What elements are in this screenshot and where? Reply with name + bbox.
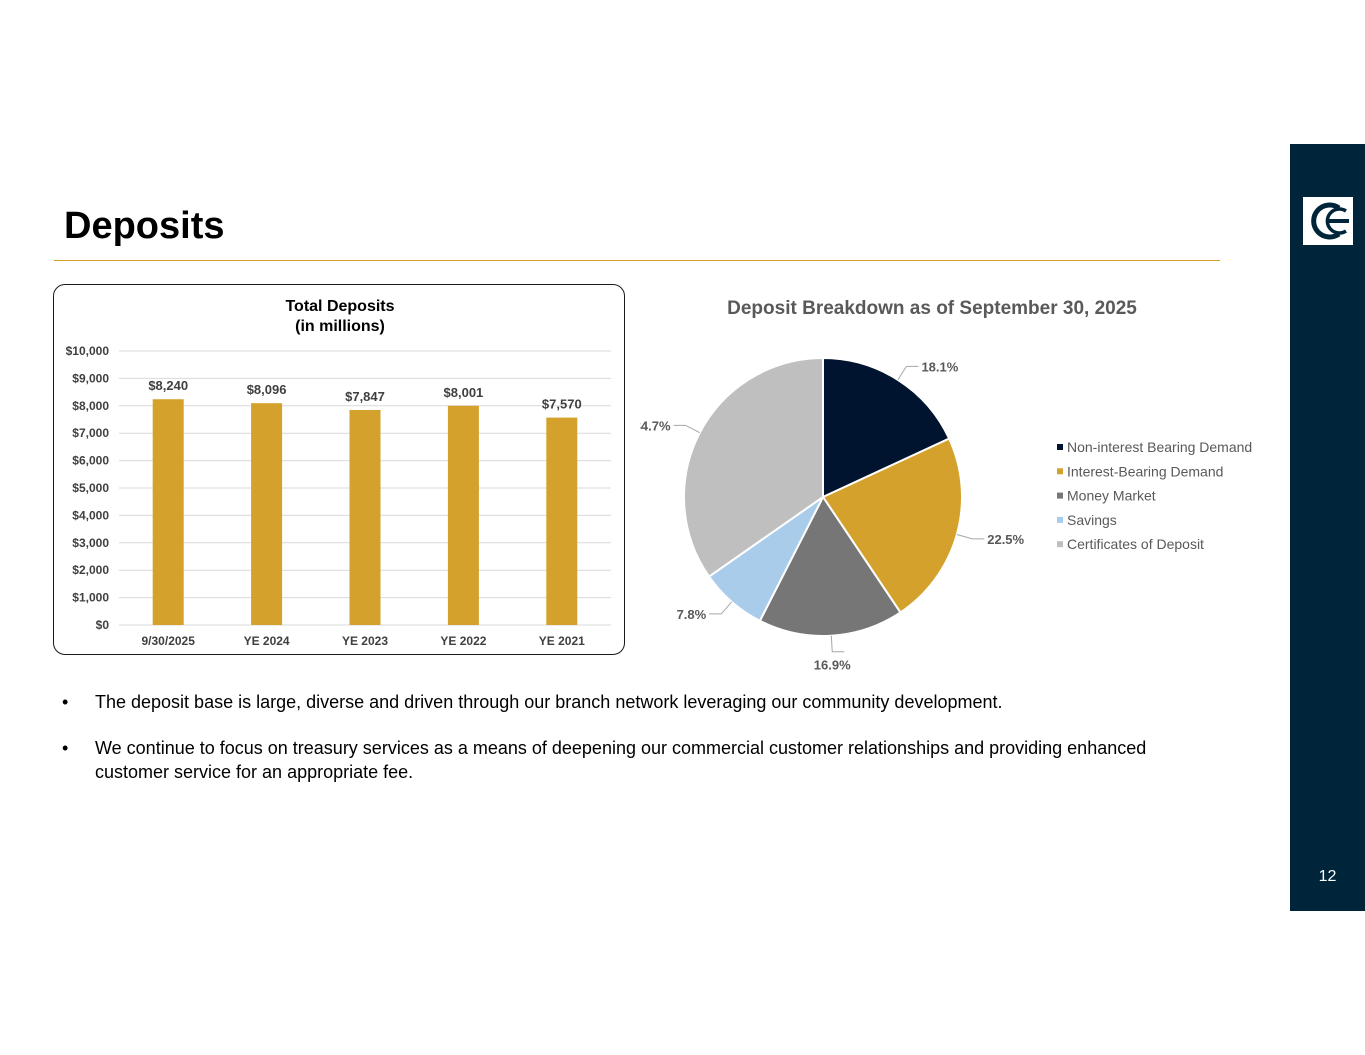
page-number: 12 — [1318, 868, 1337, 885]
title-divider — [54, 260, 1220, 261]
pie-slice — [821, 437, 963, 614]
brand-sidebar — [1290, 144, 1365, 911]
bullet-list: • The deposit base is large, diverse and … — [62, 690, 1212, 806]
legend-swatch — [1057, 444, 1063, 450]
bar-value-label: $7,847 — [345, 389, 385, 404]
bar-chart-title: Total Deposits — [285, 298, 394, 315]
company-logo-icon — [1303, 197, 1353, 245]
leader-line — [673, 424, 700, 434]
y-tick-label: $1,000 — [72, 591, 109, 605]
x-category-label: YE 2024 — [244, 634, 290, 648]
bar-value-label: $8,001 — [444, 385, 484, 400]
y-tick-label: $9,000 — [72, 371, 109, 385]
bullet-item: • The deposit base is large, diverse and … — [62, 692, 1003, 712]
pie-slice — [683, 356, 824, 578]
y-tick-label: $8,000 — [72, 399, 109, 413]
legend-swatch — [1057, 468, 1063, 475]
y-tick-label: $5,000 — [72, 481, 109, 495]
x-category-label: YE 2021 — [539, 634, 585, 648]
leader-line — [956, 534, 985, 540]
leader-line — [709, 601, 733, 615]
deposit-breakdown-chart: Deposit Breakdown as of September 30, 20… — [640, 298, 1252, 673]
y-tick-label: $0 — [96, 618, 110, 632]
total-deposits-chart-frame — [53, 284, 625, 655]
slide-title: Deposits — [64, 205, 225, 247]
legend-swatch — [1057, 541, 1063, 548]
bar — [152, 399, 184, 625]
legend-swatch — [1057, 516, 1063, 523]
pie-percent-label: 16.9% — [814, 658, 851, 673]
x-category-label: YE 2022 — [440, 634, 486, 648]
bullet-item: • We continue to focus on treasury servic… — [62, 738, 1147, 782]
legend-swatch — [1057, 492, 1063, 499]
bar-chart-subtitle: (in millions) — [295, 318, 385, 335]
pie-percent-label: 18.1% — [921, 359, 958, 374]
y-tick-label: $3,000 — [72, 536, 109, 550]
bullet-text: The deposit base is large, diverse and d… — [95, 692, 1003, 712]
legend-label: Savings — [1067, 512, 1117, 528]
bar — [546, 417, 578, 625]
pie-percent-label: 22.5% — [987, 532, 1024, 547]
pie-percent-label: 7.8% — [677, 607, 707, 622]
y-tick-label: $4,000 — [72, 508, 109, 522]
y-tick-label: $10,000 — [66, 344, 110, 358]
pie-chart-title: Deposit Breakdown as of September 30, 20… — [727, 298, 1137, 319]
leader-line — [897, 365, 919, 381]
legend-label: Money Market — [1067, 488, 1156, 504]
bullet-text: We continue to focus on treasury service… — [95, 738, 1147, 782]
pie-slice — [822, 356, 951, 499]
legend-label: Certificates of Deposit — [1067, 536, 1204, 552]
bar-value-label: $8,240 — [148, 378, 188, 393]
bar — [349, 409, 381, 625]
x-category-label: 9/30/2025 — [142, 634, 196, 648]
y-tick-label: $6,000 — [72, 454, 109, 468]
bar — [447, 405, 479, 625]
legend-label: Non-interest Bearing Demand — [1067, 439, 1252, 455]
pie-percent-label: 34.7% — [640, 418, 671, 433]
x-category-label: YE 2023 — [342, 634, 388, 648]
total-deposits-chart: Total Deposits (in millions) $0 $1,000 $2,… — [66, 298, 611, 648]
y-tick-label: $7,000 — [72, 426, 109, 440]
bar-value-label: $7,570 — [542, 397, 582, 412]
bar — [251, 403, 283, 625]
leader-line — [830, 635, 845, 653]
legend-label: Interest-Bearing Demand — [1067, 463, 1223, 479]
y-tick-label: $2,000 — [72, 563, 109, 577]
bar-value-label: $8,096 — [247, 382, 287, 397]
